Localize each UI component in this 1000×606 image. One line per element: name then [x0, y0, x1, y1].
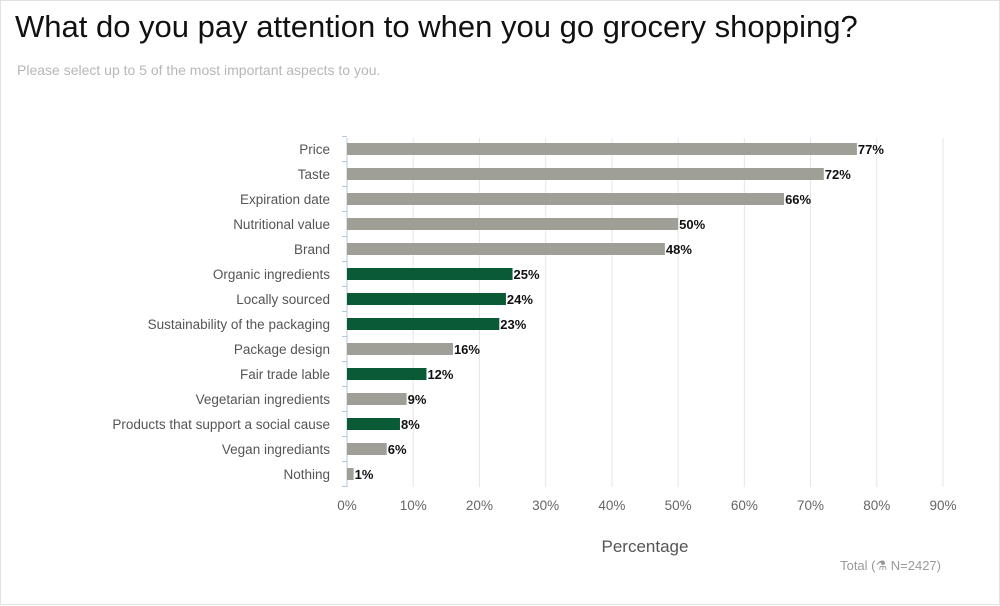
value-label: 23% — [500, 317, 526, 332]
bar — [347, 193, 785, 205]
category-label: Package design — [234, 342, 330, 357]
value-label: 25% — [514, 267, 540, 282]
x-tick-label: 40% — [598, 498, 625, 513]
x-tick-label: 70% — [797, 498, 824, 513]
x-tick-label: 90% — [929, 498, 956, 513]
category-label: Fair trade lable — [240, 367, 330, 382]
x-tick-label: 80% — [863, 498, 890, 513]
value-label: 1% — [355, 467, 374, 482]
bar — [347, 218, 679, 230]
bar — [347, 318, 500, 330]
total-respondents: Total (⚗ N=2427) — [840, 558, 941, 573]
value-label: 50% — [679, 217, 705, 232]
category-label: Expiration date — [240, 192, 330, 207]
bar — [347, 443, 387, 455]
value-label: 77% — [858, 142, 884, 157]
category-label: Nutritional value — [233, 217, 330, 232]
category-label: Brand — [294, 242, 330, 257]
bar — [347, 268, 513, 280]
bar — [347, 368, 427, 380]
category-label: Vegetarian ingredients — [196, 392, 331, 407]
category-label: Price — [299, 142, 330, 157]
category-label: Nothing — [283, 467, 330, 482]
bar — [347, 243, 665, 255]
value-label: 66% — [785, 192, 811, 207]
value-label: 8% — [401, 417, 420, 432]
bar — [347, 143, 857, 155]
bar — [347, 168, 824, 180]
value-label: 6% — [388, 442, 407, 457]
category-label: Vegan ingrediants — [222, 442, 330, 457]
x-axis-title: Percentage — [602, 537, 689, 556]
bar — [347, 293, 506, 305]
x-tick-label: 50% — [665, 498, 692, 513]
bar — [347, 343, 453, 355]
x-tick-label: 60% — [731, 498, 758, 513]
value-label: 9% — [408, 392, 427, 407]
value-label: 12% — [427, 367, 453, 382]
category-label: Locally sourced — [236, 292, 330, 307]
value-label: 72% — [825, 167, 851, 182]
bar — [347, 418, 400, 430]
category-label: Products that support a social cause — [112, 417, 330, 432]
x-tick-label: 10% — [400, 498, 427, 513]
bar — [347, 393, 407, 405]
chart-subtitle: Please select up to 5 of the most import… — [17, 62, 381, 78]
x-tick-label: 0% — [337, 498, 357, 513]
value-label: 16% — [454, 342, 480, 357]
x-tick-label: 20% — [466, 498, 493, 513]
x-tick-label: 30% — [532, 498, 559, 513]
category-label: Organic ingredients — [213, 267, 330, 282]
bar — [347, 468, 354, 480]
chart-title: What do you pay attention to when you go… — [15, 9, 858, 44]
category-label: Taste — [298, 167, 330, 182]
value-label: 24% — [507, 292, 533, 307]
category-label: Sustainability of the packaging — [148, 317, 330, 332]
value-label: 48% — [666, 242, 692, 257]
